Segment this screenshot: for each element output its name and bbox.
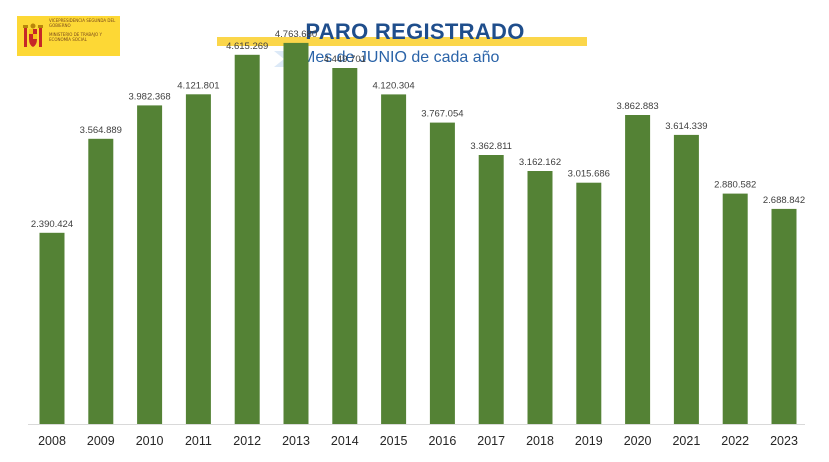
bar-2013 — [283, 42, 309, 425]
bar-2009 — [88, 138, 114, 425]
title-highlight-bar — [217, 37, 587, 46]
data-label-2015: 4.120.304 — [372, 80, 414, 91]
x-tick-label-2021: 2021 — [672, 434, 700, 448]
x-tick-label-2011: 2011 — [185, 434, 212, 448]
bar-2018 — [527, 171, 553, 424]
logo-line-vicepresidencia: VICEPRESIDENCIA SEGUNDA DEL GOBIERNO — [49, 18, 116, 28]
data-label-2022: 2.880.582 — [714, 180, 756, 191]
data-label-2013: 4.763.680 — [275, 29, 317, 40]
bar-2011 — [185, 94, 211, 425]
x-tick-label-2010: 2010 — [136, 434, 164, 448]
logo-line-ministerio: MINISTERIO DE TRABAJO Y ECONOMÍA SOCIAL — [49, 32, 102, 42]
bar-2015 — [381, 94, 407, 425]
x-tick-label-2015: 2015 — [380, 434, 408, 448]
x-tick-label-2012: 2012 — [233, 434, 261, 448]
x-tick-label-2020: 2020 — [624, 434, 652, 448]
bar-2014 — [332, 68, 358, 424]
data-label-2008: 2.390.424 — [31, 219, 73, 230]
coat-of-arms-icon — [23, 23, 43, 47]
data-label-2021: 3.614.339 — [665, 121, 707, 132]
data-label-2020: 3.862.883 — [616, 101, 658, 112]
data-label-2016: 3.767.054 — [421, 109, 463, 120]
x-tick-label-2023: 2023 — [770, 434, 798, 448]
bar-2021 — [673, 134, 699, 424]
government-logo: VICEPRESIDENCIA SEGUNDA DEL GOBIERNO MIN… — [17, 16, 120, 56]
bar-2020 — [625, 115, 651, 424]
bar-2008 — [39, 232, 65, 424]
bar-2019 — [576, 182, 602, 424]
data-label-2014: 4.449.701 — [324, 54, 366, 65]
bar-2010 — [137, 105, 163, 425]
bar-2016 — [429, 122, 455, 424]
data-label-2017: 3.362.811 — [470, 141, 512, 152]
x-tick-label-2022: 2022 — [721, 434, 749, 448]
data-label-2019: 3.015.686 — [568, 169, 610, 180]
x-tick-label-2017: 2017 — [477, 434, 505, 448]
x-tick-label-2008: 2008 — [38, 434, 66, 448]
x-tick-label-2018: 2018 — [526, 434, 554, 448]
page-subtitle: Mes de JUNIO de cada año — [302, 49, 500, 66]
x-tick-label-2019: 2019 — [575, 434, 603, 448]
bar-2022 — [722, 193, 748, 424]
page-title: PARO REGISTRADO — [305, 19, 525, 44]
data-label-2018: 3.162.162 — [519, 157, 561, 168]
bar-2012 — [234, 54, 260, 425]
x-tick-label-2013: 2013 — [282, 434, 310, 448]
x-tick-label-2014: 2014 — [331, 434, 359, 448]
data-label-2010: 3.982.368 — [128, 91, 170, 102]
x-tick-label-2016: 2016 — [428, 434, 456, 448]
data-label-2012: 4.615.269 — [226, 41, 268, 52]
data-label-2009: 3.564.889 — [80, 125, 122, 136]
data-label-2023: 2.688.842 — [763, 195, 805, 206]
bar-2017 — [478, 155, 504, 424]
logo-text: VICEPRESIDENCIA SEGUNDA DEL GOBIERNO MIN… — [49, 18, 116, 42]
data-label-2011: 4.121.801 — [177, 80, 219, 91]
bar-2023 — [771, 208, 797, 424]
x-tick-label-2009: 2009 — [87, 434, 115, 448]
